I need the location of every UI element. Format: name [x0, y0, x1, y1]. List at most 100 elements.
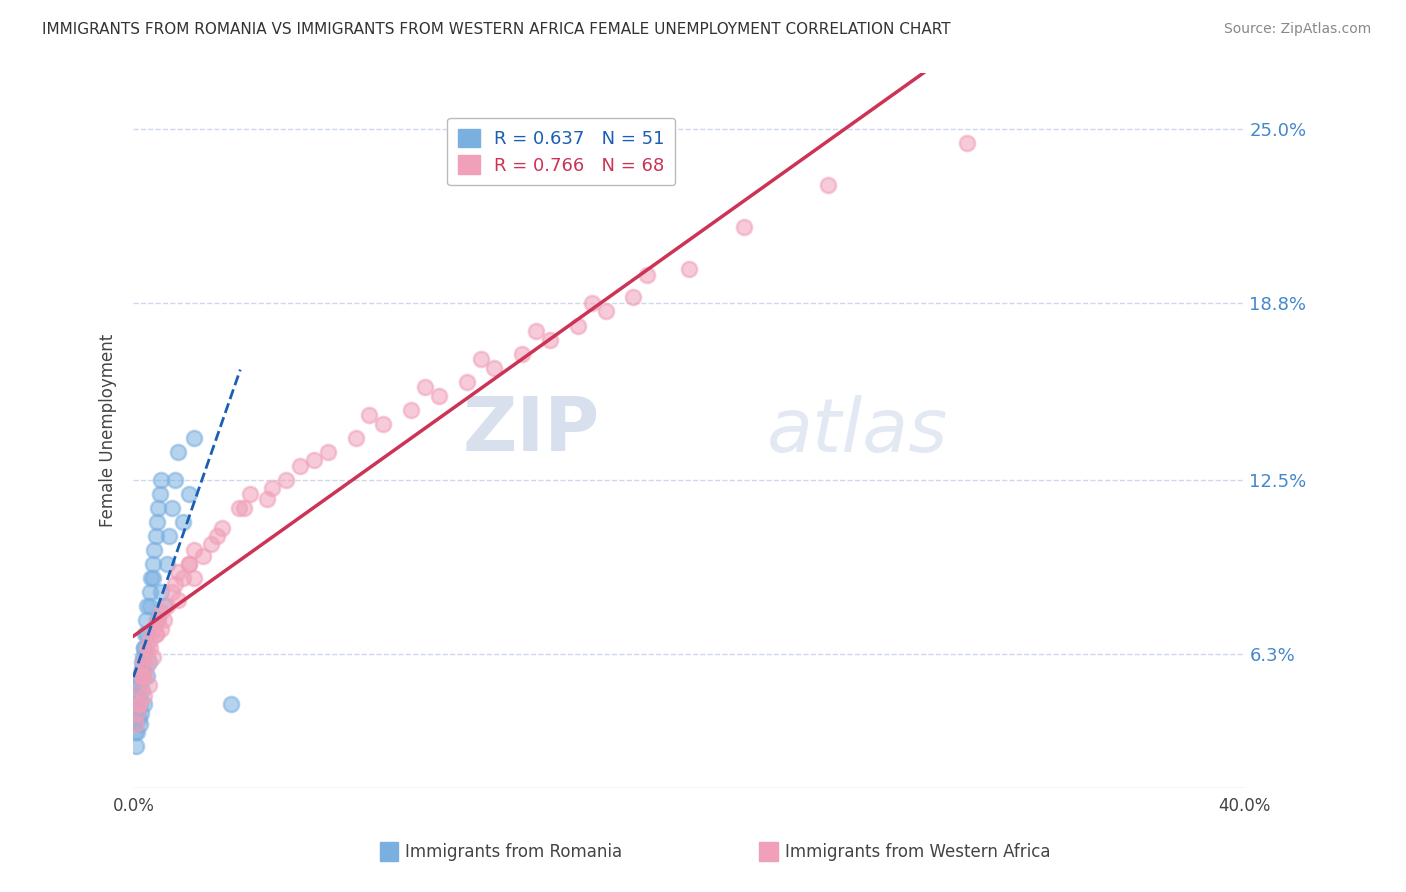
- Point: [302, 453, 325, 467]
- Point: [132, 698, 155, 712]
- Y-axis label: Female Unemployment: Female Unemployment: [100, 334, 117, 527]
- Point: [138, 655, 160, 669]
- Point: [136, 641, 159, 656]
- Point: [150, 585, 173, 599]
- Point: [427, 389, 450, 403]
- Point: [678, 262, 700, 277]
- Point: [134, 669, 156, 683]
- Text: Immigrants from Romania: Immigrants from Romania: [405, 843, 621, 861]
- Point: [276, 473, 298, 487]
- Point: [183, 431, 205, 445]
- Point: [205, 529, 228, 543]
- Point: [233, 500, 256, 515]
- Point: [399, 402, 422, 417]
- Point: [128, 698, 150, 712]
- Point: [128, 678, 150, 692]
- Point: [145, 627, 167, 641]
- Point: [129, 706, 152, 720]
- Point: [127, 689, 149, 703]
- Point: [129, 683, 152, 698]
- Point: [621, 290, 644, 304]
- Point: [344, 431, 367, 445]
- Point: [145, 529, 167, 543]
- Point: [146, 613, 169, 627]
- Legend: R = 0.637   N = 51, R = 0.766   N = 68: R = 0.637 N = 51, R = 0.766 N = 68: [447, 118, 675, 186]
- Point: [127, 706, 149, 720]
- Point: [172, 571, 194, 585]
- Point: [134, 641, 156, 656]
- Point: [136, 649, 159, 664]
- Point: [211, 520, 233, 534]
- Point: [131, 683, 153, 698]
- Point: [128, 698, 150, 712]
- Point: [567, 318, 589, 333]
- Point: [183, 543, 205, 558]
- Point: [131, 669, 153, 683]
- Point: [125, 739, 148, 754]
- Point: [124, 711, 146, 725]
- Point: [139, 599, 162, 613]
- Text: Source: ZipAtlas.com: Source: ZipAtlas.com: [1223, 22, 1371, 37]
- Text: Immigrants from Western Africa: Immigrants from Western Africa: [785, 843, 1050, 861]
- Point: [219, 698, 242, 712]
- Point: [141, 571, 163, 585]
- Point: [636, 268, 658, 282]
- Point: [142, 557, 165, 571]
- Point: [125, 698, 148, 712]
- Point: [136, 627, 159, 641]
- Point: [160, 585, 183, 599]
- Point: [142, 571, 165, 585]
- Point: [413, 380, 436, 394]
- Point: [191, 549, 214, 563]
- Point: [135, 613, 157, 627]
- Point: [134, 689, 156, 703]
- Text: 40.0%: 40.0%: [1219, 797, 1271, 815]
- Point: [125, 706, 148, 720]
- Point: [131, 661, 153, 675]
- Point: [373, 417, 395, 431]
- Point: [484, 360, 506, 375]
- Point: [160, 500, 183, 515]
- Point: [131, 655, 153, 669]
- Point: [166, 444, 188, 458]
- Point: [153, 613, 176, 627]
- Point: [143, 543, 166, 558]
- Point: [129, 717, 152, 731]
- Point: [200, 537, 222, 551]
- Point: [177, 557, 200, 571]
- Point: [817, 178, 839, 193]
- Point: [262, 481, 284, 495]
- Point: [163, 473, 186, 487]
- Point: [538, 333, 561, 347]
- Point: [166, 566, 188, 580]
- Point: [470, 352, 492, 367]
- Point: [150, 605, 173, 619]
- Point: [166, 593, 188, 607]
- Point: [135, 661, 157, 675]
- Point: [145, 627, 167, 641]
- Point: [159, 529, 181, 543]
- Point: [139, 585, 162, 599]
- Text: IMMIGRANTS FROM ROMANIA VS IMMIGRANTS FROM WESTERN AFRICA FEMALE UNEMPLOYMENT CO: IMMIGRANTS FROM ROMANIA VS IMMIGRANTS FR…: [42, 22, 950, 37]
- Point: [146, 515, 169, 529]
- Point: [156, 557, 179, 571]
- Text: atlas: atlas: [766, 395, 948, 467]
- Point: [183, 571, 205, 585]
- Point: [128, 669, 150, 683]
- Point: [177, 487, 200, 501]
- Point: [142, 649, 165, 664]
- Point: [132, 655, 155, 669]
- Point: [142, 622, 165, 636]
- Point: [139, 641, 162, 656]
- Point: [127, 683, 149, 698]
- Point: [359, 409, 381, 423]
- Point: [456, 375, 478, 389]
- Point: [132, 669, 155, 683]
- Point: [132, 649, 155, 664]
- Point: [134, 641, 156, 656]
- Point: [129, 698, 152, 712]
- Point: [163, 576, 186, 591]
- Point: [595, 304, 617, 318]
- Point: [127, 725, 149, 739]
- Point: [510, 346, 533, 360]
